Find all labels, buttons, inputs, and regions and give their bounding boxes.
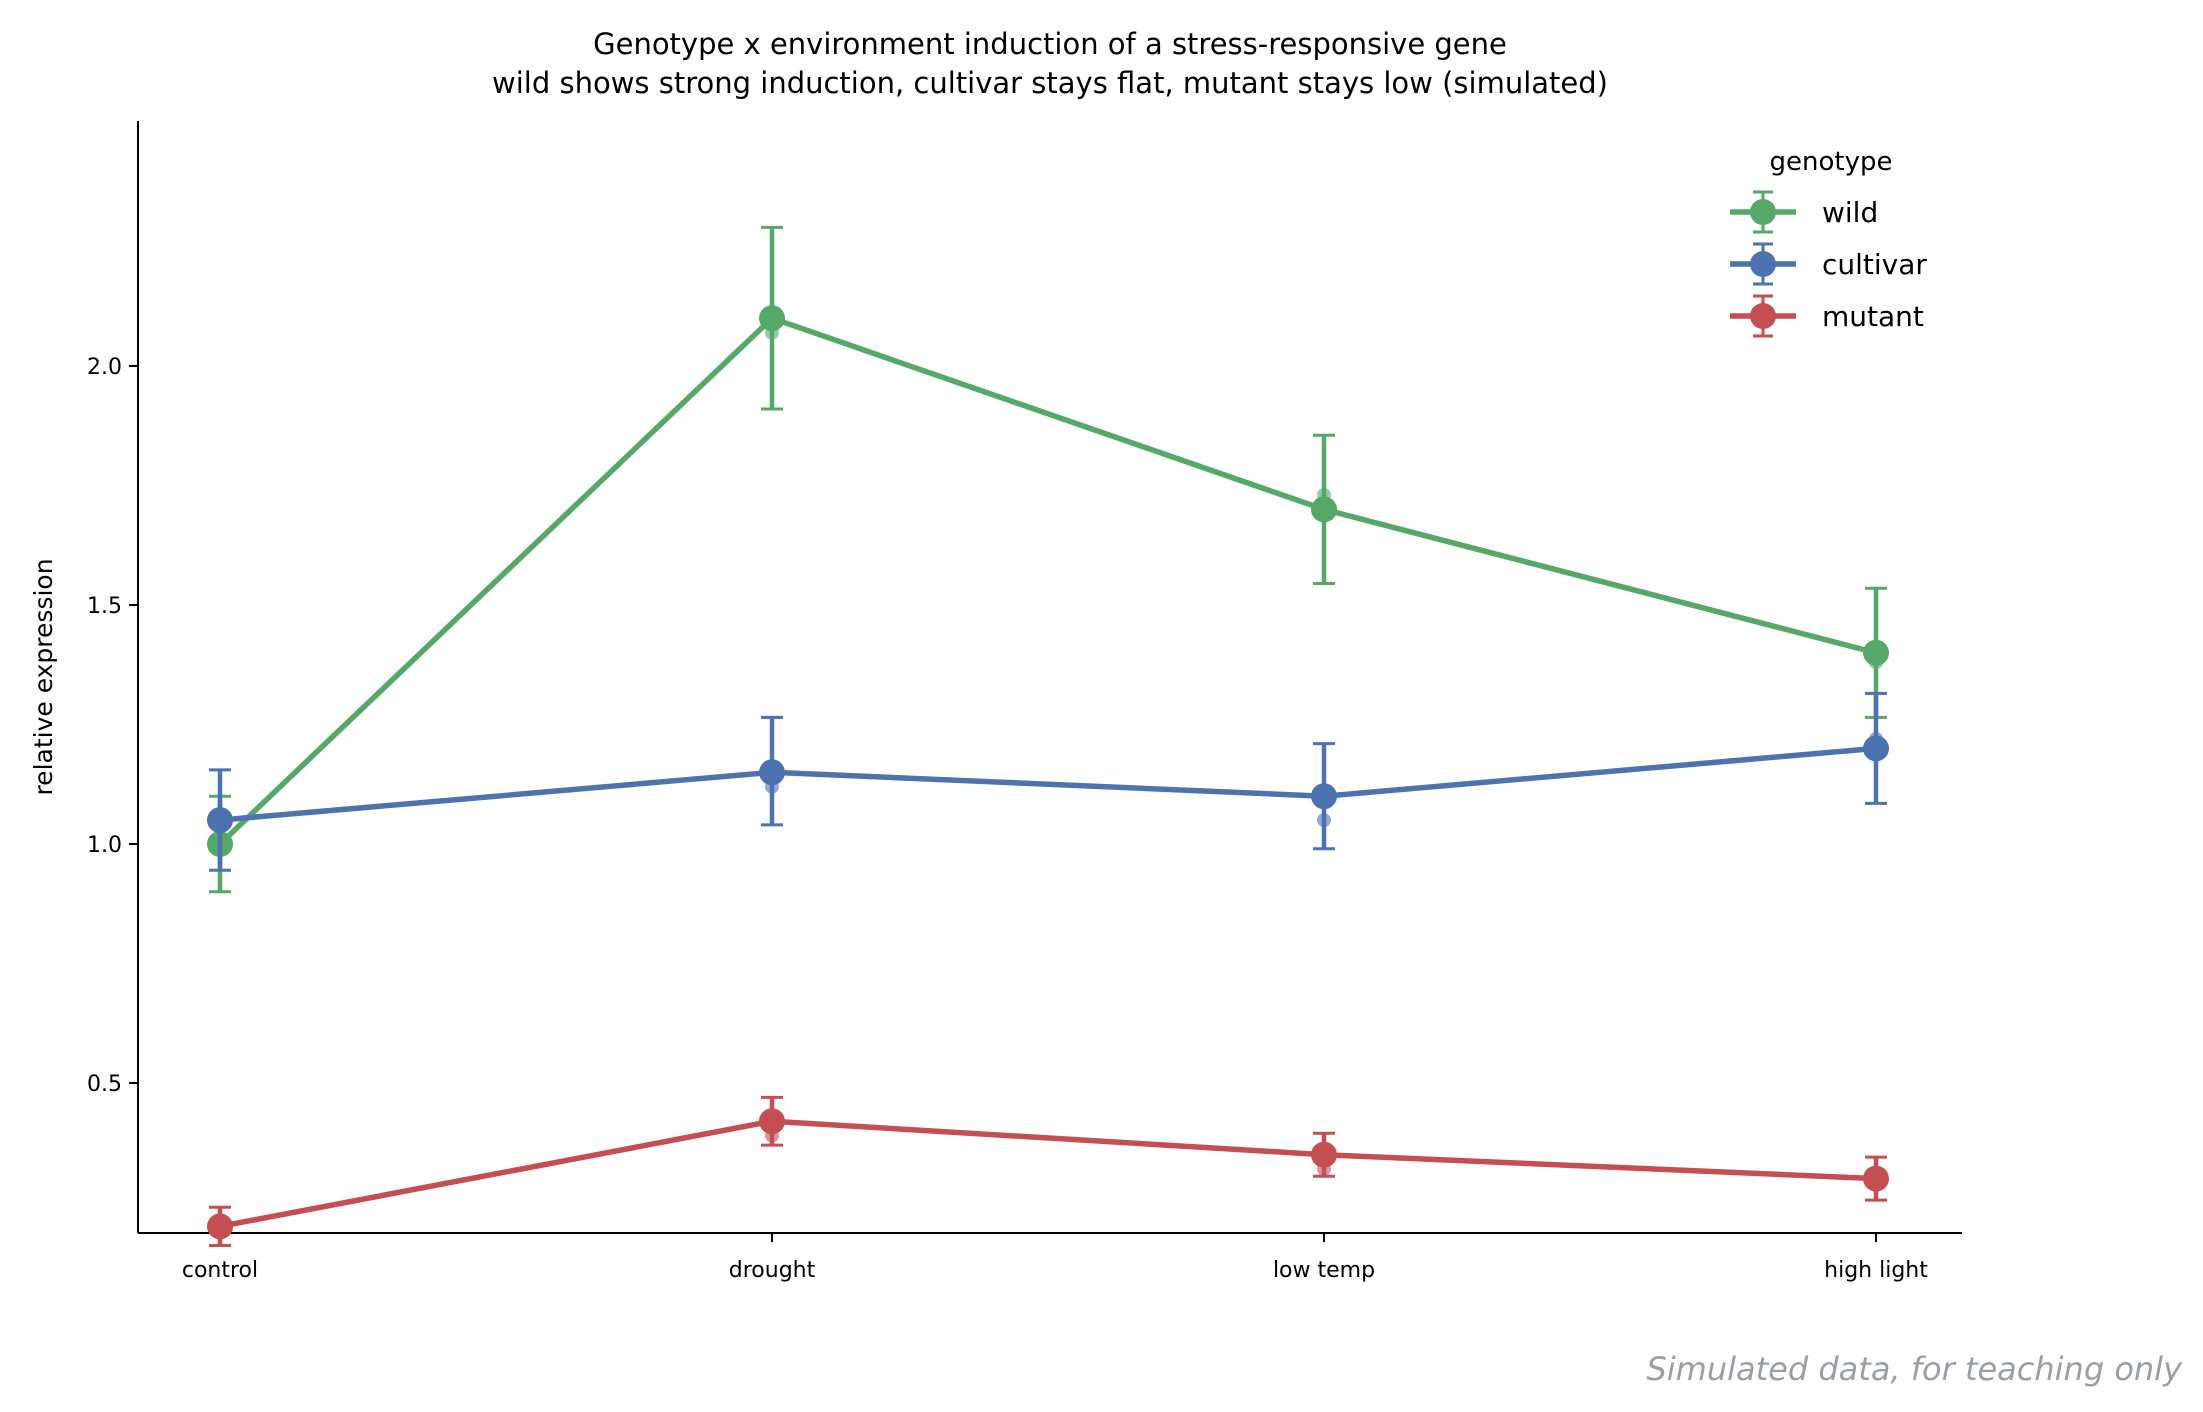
x-tick-label: drought [729, 1258, 816, 1283]
series-layer [207, 225, 1889, 1248]
chart-subtitle: wild shows strong induction, cultivar st… [492, 66, 1608, 100]
mean-point-cultivar [1863, 735, 1889, 762]
y-tick-label: 1.0 [87, 833, 122, 858]
x-tick-label: control [182, 1258, 258, 1283]
x-tick-label: high light [1824, 1258, 1928, 1283]
footnote: Simulated data, for teaching only [1646, 1350, 2183, 1388]
replicate-point [1317, 813, 1331, 828]
legend-entry-wild: wild [1730, 190, 1878, 234]
legend-marker [1750, 251, 1776, 277]
mean-point-mutant [759, 1108, 785, 1135]
legend-label: mutant [1822, 300, 1924, 333]
y-tick-label: 0.5 [87, 1072, 122, 1097]
series-wild [207, 225, 1889, 894]
mean-point-wild [759, 305, 785, 332]
x-ticks: control drought low temp high light [182, 1233, 1928, 1283]
legend-title: genotype [1770, 147, 1893, 177]
legend-entry-cultivar: cultivar [1730, 242, 1927, 286]
series-line-wild [218, 315, 1877, 846]
legend-marker [1750, 199, 1776, 225]
y-axis-label: relative expression [29, 558, 58, 795]
mean-point-wild [1311, 496, 1337, 523]
legend: genotype wild cultivar mutant [1730, 147, 1927, 338]
series-cultivar [207, 691, 1889, 872]
y-ticks: 0.5 1.0 1.5 2.0 [87, 355, 138, 1097]
legend-marker [1750, 303, 1776, 329]
chart-title: Genotype x environment induction of a st… [593, 27, 1507, 61]
mean-point-wild [1863, 639, 1889, 666]
mean-point-mutant [207, 1213, 233, 1240]
y-tick-label: 1.5 [87, 594, 122, 619]
series-mutant [207, 1095, 1889, 1248]
legend-label: wild [1822, 196, 1878, 229]
mean-point-cultivar [207, 807, 233, 834]
mean-point-mutant [1311, 1141, 1337, 1168]
series-line-mutant [219, 1118, 1877, 1230]
mean-point-mutant [1863, 1165, 1889, 1192]
mean-point-cultivar [1311, 783, 1337, 810]
x-tick-label: low temp [1273, 1258, 1375, 1283]
legend-label: cultivar [1822, 248, 1927, 281]
mean-point-cultivar [759, 759, 785, 786]
legend-entry-mutant: mutant [1730, 294, 1924, 338]
series-line-cultivar [219, 745, 1877, 823]
y-tick-label: 2.0 [87, 355, 122, 380]
